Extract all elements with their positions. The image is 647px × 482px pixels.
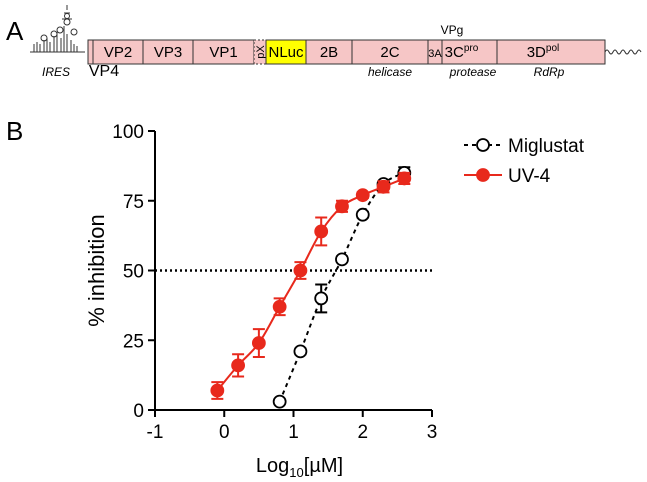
- segment-name: 3C: [445, 44, 464, 61]
- segment-name: VP3: [154, 44, 182, 61]
- genome-segment: [305, 39, 353, 65]
- y-tick-label: 75: [123, 192, 144, 213]
- data-point: [251, 336, 266, 350]
- fit-curve: [216, 177, 405, 392]
- x-axis-label-subscript: 10: [289, 465, 303, 480]
- data-point: [355, 207, 370, 222]
- data-point: [272, 394, 287, 409]
- data-point: [335, 252, 349, 267]
- segment-name: VP1: [209, 44, 237, 61]
- ires-label: IRES: [42, 65, 70, 79]
- segment-label: pX: [255, 45, 267, 59]
- protease-label: protease: [449, 65, 497, 79]
- segment-label: VP2: [104, 44, 132, 61]
- genome-segment: [496, 39, 606, 65]
- segment-label: VP3: [154, 44, 182, 61]
- poly-a-tail: [604, 49, 642, 55]
- genome-segment: [441, 39, 498, 65]
- panel-label: A: [6, 16, 24, 46]
- segment-label: 2B: [320, 44, 338, 61]
- data-point: [397, 171, 412, 186]
- segment-label: NLuc: [268, 44, 304, 61]
- genome-segment: [142, 39, 194, 65]
- rdrp-label: RdRp: [534, 65, 565, 79]
- y-tick-label: 100: [112, 122, 144, 143]
- segment-name: VP2: [104, 44, 132, 61]
- segment-label: 3Cpro: [445, 43, 479, 61]
- genome-segment: [192, 39, 255, 65]
- x-tick-label: -1: [147, 422, 164, 443]
- segment-name: 3D: [527, 44, 546, 61]
- segment-label: VP1: [209, 44, 237, 61]
- x-tick-label: 1: [288, 422, 299, 443]
- y-tick-label: 0: [133, 401, 144, 422]
- x-axis-label-part: Log: [256, 455, 289, 477]
- data-point: [293, 263, 308, 278]
- x-tick-label: 0: [219, 422, 230, 443]
- helicase-label: helicase: [368, 65, 412, 79]
- segment-label: 2C: [380, 44, 399, 61]
- x-axis-label: Log10[µM]: [256, 455, 343, 480]
- segment-name: 2B: [320, 44, 338, 61]
- x-axis-label-part: [µM]: [304, 455, 343, 477]
- segment-label: 3A: [428, 48, 442, 60]
- data-point: [272, 299, 287, 314]
- segment-superscript: pol: [546, 43, 559, 54]
- genome-segment: [265, 39, 307, 65]
- genome-map: VP2 VP3 VP1 pX NLuc 2B 2C 3A 3Cpro 3Dpol: [87, 39, 606, 65]
- y-axis-label: % inhibition: [84, 214, 109, 327]
- x-tick-label: 2: [357, 422, 368, 443]
- vp4-label: VP4: [89, 63, 119, 80]
- y-tick-label: 50: [123, 262, 144, 283]
- segment-name: 3A: [428, 48, 442, 60]
- data-point: [335, 199, 349, 214]
- segment-superscript: pro: [464, 43, 479, 54]
- legend-label: Miglustat: [508, 136, 585, 157]
- ires-structure: [30, 5, 85, 53]
- data-point: [231, 358, 246, 373]
- vpg-label: VPg: [441, 23, 464, 37]
- data-point: [376, 179, 391, 194]
- x-tick-label: 3: [427, 422, 438, 443]
- legend-label: UV-4: [508, 166, 551, 187]
- data-point: [314, 224, 329, 239]
- data-point: [210, 383, 225, 398]
- data-point: [314, 291, 329, 306]
- segment-name: NLuc: [268, 44, 304, 61]
- data-point: [355, 188, 370, 203]
- legend-marker: [476, 168, 490, 182]
- y-tick-label: 25: [123, 331, 144, 352]
- data-point: [293, 344, 308, 359]
- segment-label: 3Dpol: [527, 43, 560, 61]
- panel-label: B: [6, 116, 23, 146]
- vp4-segment: [87, 39, 94, 65]
- legend-marker: [476, 138, 490, 152]
- segment-name: 2C: [380, 44, 399, 61]
- genome-segment: [351, 39, 429, 65]
